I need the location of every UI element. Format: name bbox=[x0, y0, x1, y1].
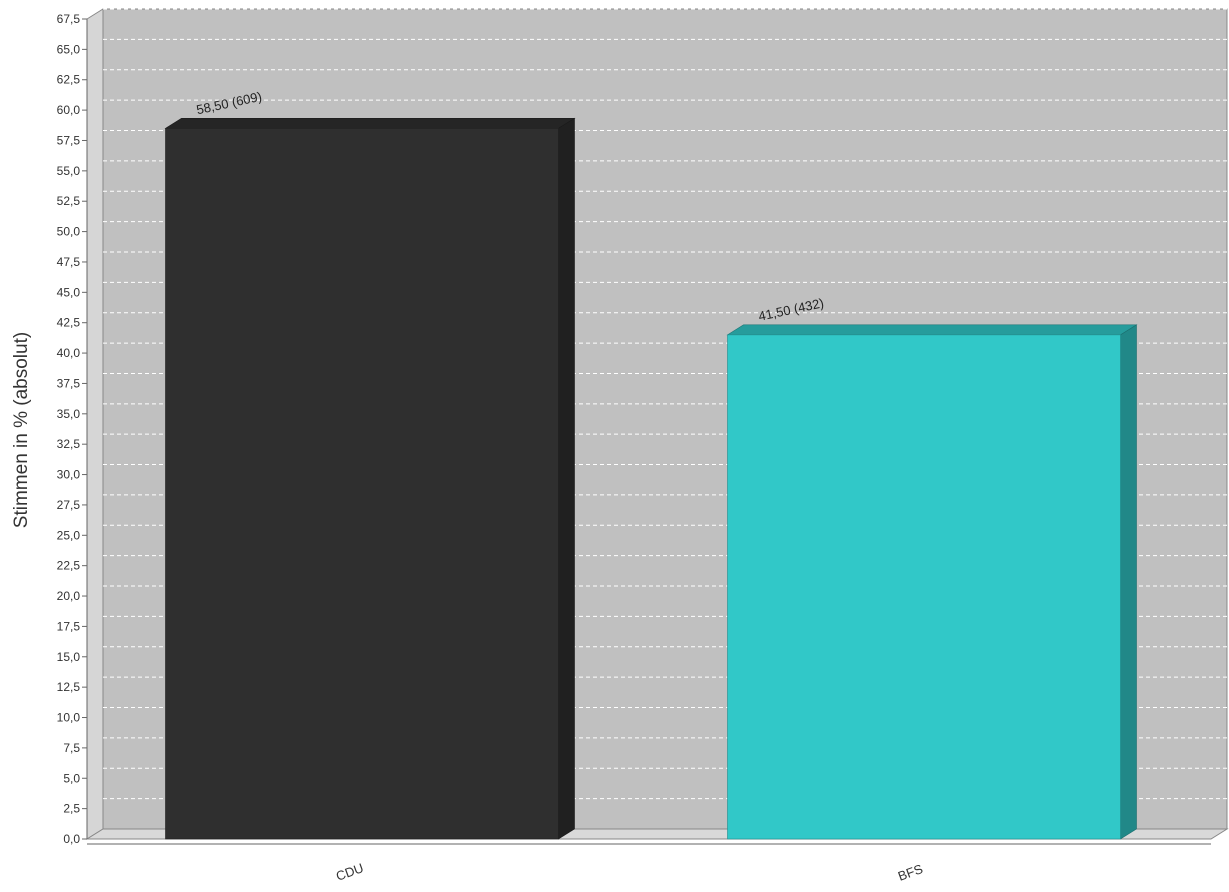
bar bbox=[727, 334, 1121, 840]
y-tick-label: 42,5 bbox=[57, 316, 81, 330]
x-axis: CDU BFS bbox=[87, 843, 1211, 884]
y-tick-label: 2,5 bbox=[63, 802, 80, 816]
y-tick-label: 55,0 bbox=[57, 164, 81, 178]
y-tick-label: 37,5 bbox=[57, 376, 81, 390]
y-tick-label: 62,5 bbox=[57, 73, 81, 87]
x-tick-label: CDU bbox=[334, 860, 366, 884]
bars bbox=[164, 117, 1138, 840]
gridlines bbox=[103, 8, 1227, 800]
y-tick-label: 27,5 bbox=[57, 498, 81, 512]
y-tick-label: 50,0 bbox=[57, 225, 81, 239]
x-tick-label: BFS bbox=[896, 861, 925, 884]
y-tick-label: 22,5 bbox=[57, 559, 81, 573]
y-axis-title: Stimmen in % (absolut) bbox=[11, 332, 32, 528]
y-tick-label: 57,5 bbox=[57, 133, 81, 147]
y-axis-ticks: 0,0 2,5 5,0 7,5 10,0 12,5 15,0 17,5 20,0 22,5 25,0… bbox=[57, 12, 88, 846]
y-tick-label: 30,0 bbox=[57, 468, 81, 482]
y-tick-label: 60,0 bbox=[57, 103, 81, 117]
y-tick-label: 35,0 bbox=[57, 407, 81, 421]
y-tick-label: 17,5 bbox=[57, 619, 81, 633]
y-tick-label: 52,5 bbox=[57, 194, 81, 208]
y-tick-label: 20,0 bbox=[57, 589, 81, 603]
bar-side-face bbox=[1120, 324, 1137, 840]
y-tick-label: 0,0 bbox=[63, 832, 80, 846]
y-tick-label: 25,0 bbox=[57, 528, 81, 542]
y-tick-label: 40,0 bbox=[57, 346, 81, 360]
y-tick-label: 67,5 bbox=[57, 12, 81, 26]
y-tick-label: 10,0 bbox=[57, 711, 81, 725]
bar-side-face bbox=[558, 117, 575, 840]
bar-top-face bbox=[726, 324, 1138, 336]
y-tick-label: 15,0 bbox=[57, 650, 81, 664]
y-tick-label: 7,5 bbox=[63, 741, 80, 755]
bar-top-face bbox=[164, 118, 576, 129]
y-tick-label: 5,0 bbox=[63, 771, 80, 785]
y-tick-label: 47,5 bbox=[57, 255, 81, 269]
y-tick-label: 32,5 bbox=[57, 437, 81, 451]
bar bbox=[165, 128, 559, 840]
side-wall bbox=[86, 8, 104, 840]
y-tick-label: 12,5 bbox=[57, 680, 81, 694]
y-tick-label: 65,0 bbox=[57, 42, 81, 56]
y-tick-label: 45,0 bbox=[57, 285, 81, 299]
